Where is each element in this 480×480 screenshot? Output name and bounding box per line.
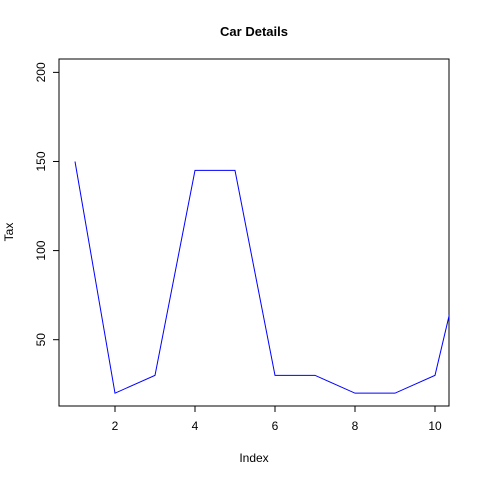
y-tick-label: 150 <box>34 151 48 171</box>
y-axis-label: Tax <box>2 223 16 242</box>
chart-title: Car Details <box>220 24 288 39</box>
x-tick-label: 8 <box>352 419 359 433</box>
x-tick-label: 10 <box>428 419 442 433</box>
x-tick-label: 4 <box>192 419 199 433</box>
y-tick-label: 200 <box>34 62 48 82</box>
x-axis: 2 4 6 8 10 <box>112 405 442 433</box>
x-tick-label: 6 <box>272 419 279 433</box>
y-tick-label: 50 <box>34 333 48 347</box>
y-axis: 50 100 150 200 <box>34 62 60 347</box>
plot-frame <box>58 58 450 407</box>
x-axis-label: Index <box>239 451 268 465</box>
series-line <box>74 161 449 394</box>
x-tick-label: 2 <box>112 419 119 433</box>
series-group <box>74 161 449 394</box>
y-tick-label: 100 <box>34 240 48 260</box>
